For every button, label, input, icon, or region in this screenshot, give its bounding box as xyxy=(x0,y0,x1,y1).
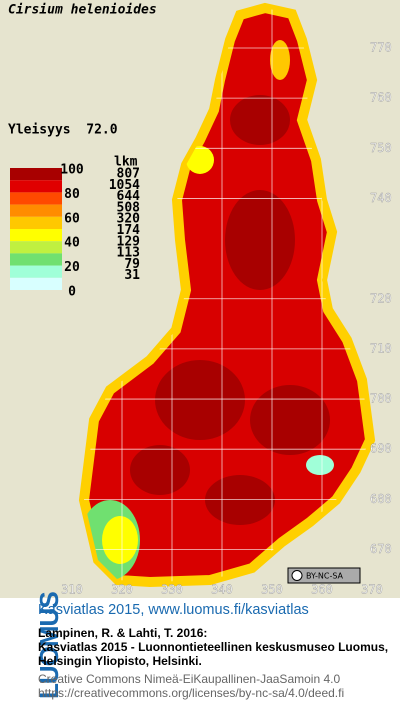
license-badge: BY-NC-SA xyxy=(287,567,361,584)
legend-swatch xyxy=(10,180,62,193)
scale-label: 40 xyxy=(64,236,80,251)
count-label: 508 xyxy=(117,200,141,215)
legend-swatch xyxy=(10,204,62,217)
counts-header: lkm xyxy=(114,155,138,170)
northing-label: 700 xyxy=(370,392,392,406)
legend-swatch xyxy=(10,241,62,254)
count-label: 1054 xyxy=(109,178,140,193)
northing-label: 740 xyxy=(370,191,392,205)
scale-label: 20 xyxy=(64,260,80,275)
headline: Kasviatlas 2015, www.luomus.fi/kasviatla… xyxy=(38,602,309,618)
license-2: https://creativecommons.org/licenses/by-… xyxy=(38,686,345,700)
scale-label: 80 xyxy=(64,187,80,202)
legend-swatch xyxy=(10,253,62,266)
license-1: Creative Commons Nimeä-EiKaupallinen-Jaa… xyxy=(38,672,341,686)
northing-label: 690 xyxy=(370,442,392,456)
count-label: 320 xyxy=(117,212,141,227)
map: Cirsium helenioides Yleisyys 72.0 lkm BY… xyxy=(0,0,400,598)
legend-swatch xyxy=(10,229,62,242)
scale-label: 60 xyxy=(64,211,80,226)
northing-label: 760 xyxy=(370,91,392,105)
northing-label: 770 xyxy=(370,41,392,55)
legend-swatch xyxy=(10,168,62,181)
easting-label: 330 xyxy=(161,583,183,597)
count-label: 31 xyxy=(124,268,140,283)
easting-label: 370 xyxy=(361,583,383,597)
citation-3: Helsingin Yliopisto, Helsinki. xyxy=(38,654,202,668)
easting-label: 320 xyxy=(111,583,133,597)
count-label: 807 xyxy=(117,167,140,182)
easting-label: 350 xyxy=(261,583,283,597)
country xyxy=(0,0,400,598)
scale-label: 100 xyxy=(60,163,84,178)
easting-label: 340 xyxy=(211,583,233,597)
northing-label: 710 xyxy=(370,341,392,355)
easting-label: 310 xyxy=(61,583,83,597)
citation-1: Lampinen, R. & Lahti, T. 2016: xyxy=(38,626,208,640)
easting-label: 360 xyxy=(311,583,333,597)
brand-box: LUOMUS xyxy=(6,592,64,699)
count-label: 174 xyxy=(117,223,141,238)
northing-label: 750 xyxy=(370,141,392,155)
northing-label: 720 xyxy=(370,291,392,305)
legend-swatch xyxy=(10,192,62,205)
count-label: 129 xyxy=(117,234,140,249)
legend-swatch xyxy=(10,265,62,278)
citation-2: Kasviatlas 2015 - Luonnontieteellinen ke… xyxy=(38,640,389,654)
scale-label: 0 xyxy=(68,285,76,300)
northing-label: 670 xyxy=(370,542,392,556)
northing-label: 680 xyxy=(370,492,392,506)
count-label: 79 xyxy=(124,257,140,272)
legend-swatch xyxy=(10,277,62,290)
frequency: Yleisyys 72.0 xyxy=(8,123,118,138)
badge-text: BY-NC-SA xyxy=(306,572,344,581)
count-label: 113 xyxy=(117,246,140,261)
legend-swatch xyxy=(10,216,62,229)
count-label: 644 xyxy=(117,189,141,204)
species-title: Cirsium helenioides xyxy=(8,3,157,18)
